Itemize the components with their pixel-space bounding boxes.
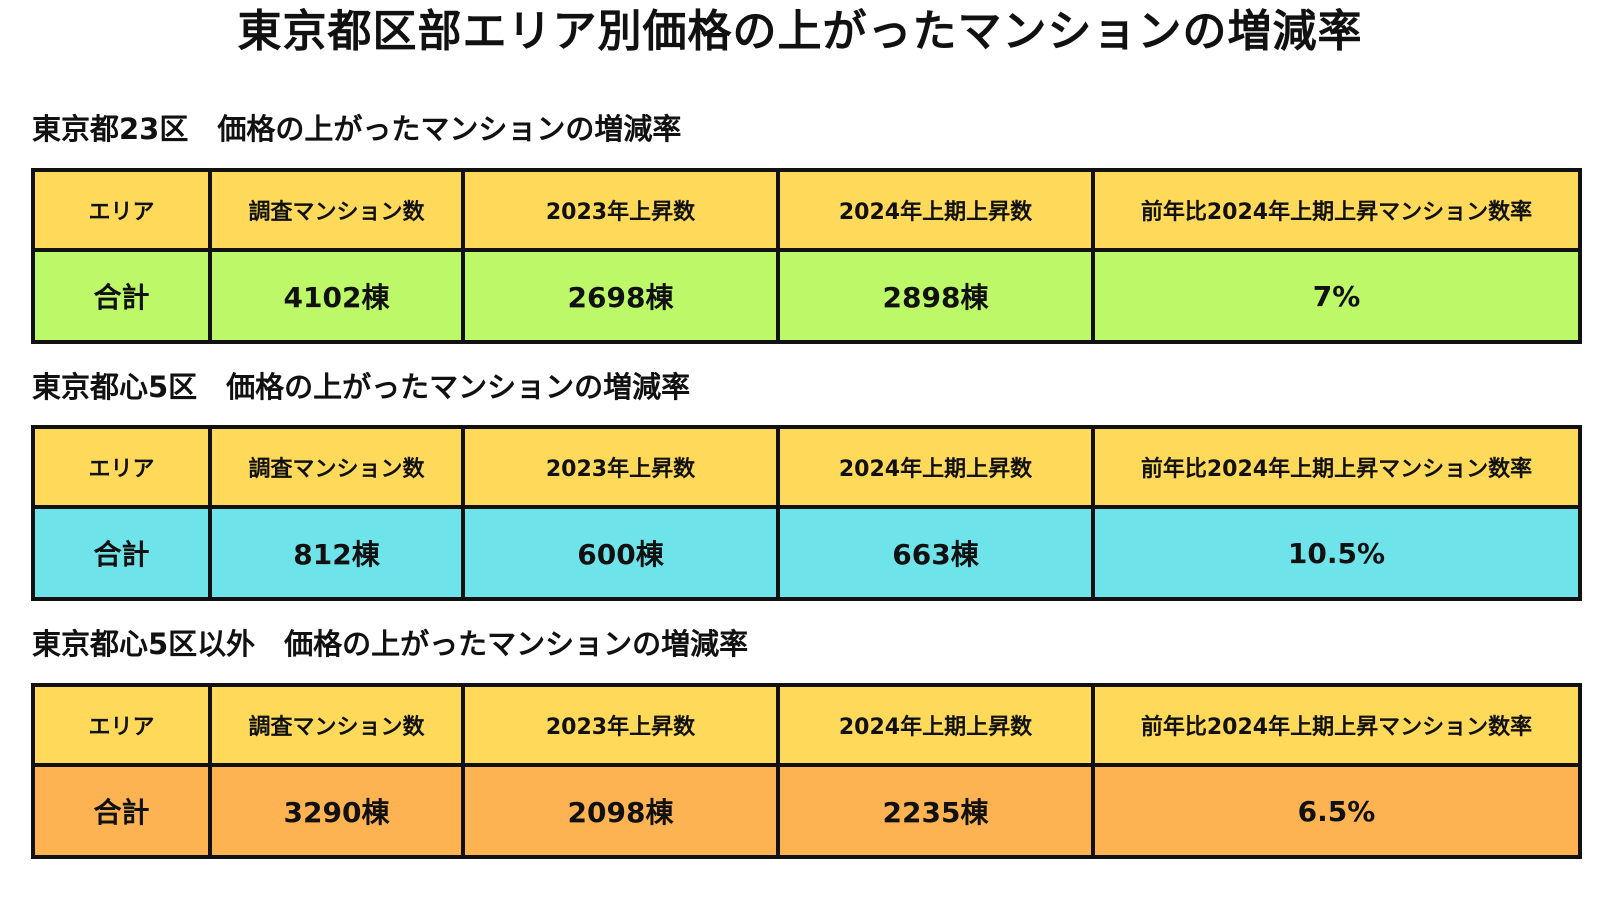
- header-cell-area: エリア: [33, 170, 210, 250]
- header-cell-area: エリア: [33, 427, 210, 507]
- header-cell-surveyed: 調査マンション数: [210, 170, 463, 250]
- cell-surveyed: 812棟: [210, 507, 463, 599]
- header-cell-yoy-rate: 前年比2024年上期上昇マンション数率: [1093, 170, 1580, 250]
- table-outside-central-5-wards: エリア 調査マンション数 2023年上昇数 2024年上期上昇数 前年比2024…: [31, 683, 1582, 859]
- header-cell-2024h1-rise: 2024年上期上昇数: [778, 170, 1093, 250]
- cell-2023-rise: 600棟: [463, 507, 778, 599]
- header-cell-area: エリア: [33, 685, 210, 765]
- section-title-23-wards: 東京都23区 価格の上がったマンションの増減率: [32, 112, 682, 146]
- section-title-central-5-wards: 東京都心5区 価格の上がったマンションの増減率: [32, 370, 691, 404]
- header-cell-2023-rise: 2023年上昇数: [463, 427, 778, 507]
- cell-area: 合計: [33, 250, 210, 342]
- header-cell-2024h1-rise: 2024年上期上昇数: [778, 427, 1093, 507]
- section-title-outside-central-5-wards: 東京都心5区以外 価格の上がったマンションの増減率: [32, 627, 749, 661]
- table-header-row: エリア 調査マンション数 2023年上昇数 2024年上期上昇数 前年比2024…: [33, 685, 1580, 765]
- header-cell-surveyed: 調査マンション数: [210, 685, 463, 765]
- cell-surveyed: 3290棟: [210, 765, 463, 857]
- table-header-row: エリア 調査マンション数 2023年上昇数 2024年上期上昇数 前年比2024…: [33, 170, 1580, 250]
- table-row-total: 合計 812棟 600棟 663棟 10.5%: [33, 507, 1580, 599]
- table-row-total: 合計 3290棟 2098棟 2235棟 6.5%: [33, 765, 1580, 857]
- table-header-row: エリア 調査マンション数 2023年上昇数 2024年上期上昇数 前年比2024…: [33, 427, 1580, 507]
- cell-yoy-rate: 10.5%: [1093, 507, 1580, 599]
- header-cell-yoy-rate: 前年比2024年上期上昇マンション数率: [1093, 427, 1580, 507]
- cell-2023-rise: 2098棟: [463, 765, 778, 857]
- cell-surveyed: 4102棟: [210, 250, 463, 342]
- cell-2024h1-rise: 2898棟: [778, 250, 1093, 342]
- cell-yoy-rate: 6.5%: [1093, 765, 1580, 857]
- header-cell-2023-rise: 2023年上昇数: [463, 685, 778, 765]
- table-row-total: 合計 4102棟 2698棟 2898棟 7%: [33, 250, 1580, 342]
- cell-2024h1-rise: 2235棟: [778, 765, 1093, 857]
- cell-2024h1-rise: 663棟: [778, 507, 1093, 599]
- header-cell-yoy-rate: 前年比2024年上期上昇マンション数率: [1093, 685, 1580, 765]
- table-23-wards: エリア 調査マンション数 2023年上昇数 2024年上期上昇数 前年比2024…: [31, 168, 1582, 344]
- header-cell-surveyed: 調査マンション数: [210, 427, 463, 507]
- page-title: 東京都区部エリア別価格の上がったマンションの増減率: [237, 6, 1363, 57]
- cell-area: 合計: [33, 765, 210, 857]
- cell-yoy-rate: 7%: [1093, 250, 1580, 342]
- table-central-5-wards: エリア 調査マンション数 2023年上昇数 2024年上期上昇数 前年比2024…: [31, 425, 1582, 601]
- cell-2023-rise: 2698棟: [463, 250, 778, 342]
- header-cell-2023-rise: 2023年上昇数: [463, 170, 778, 250]
- cell-area: 合計: [33, 507, 210, 599]
- header-cell-2024h1-rise: 2024年上期上昇数: [778, 685, 1093, 765]
